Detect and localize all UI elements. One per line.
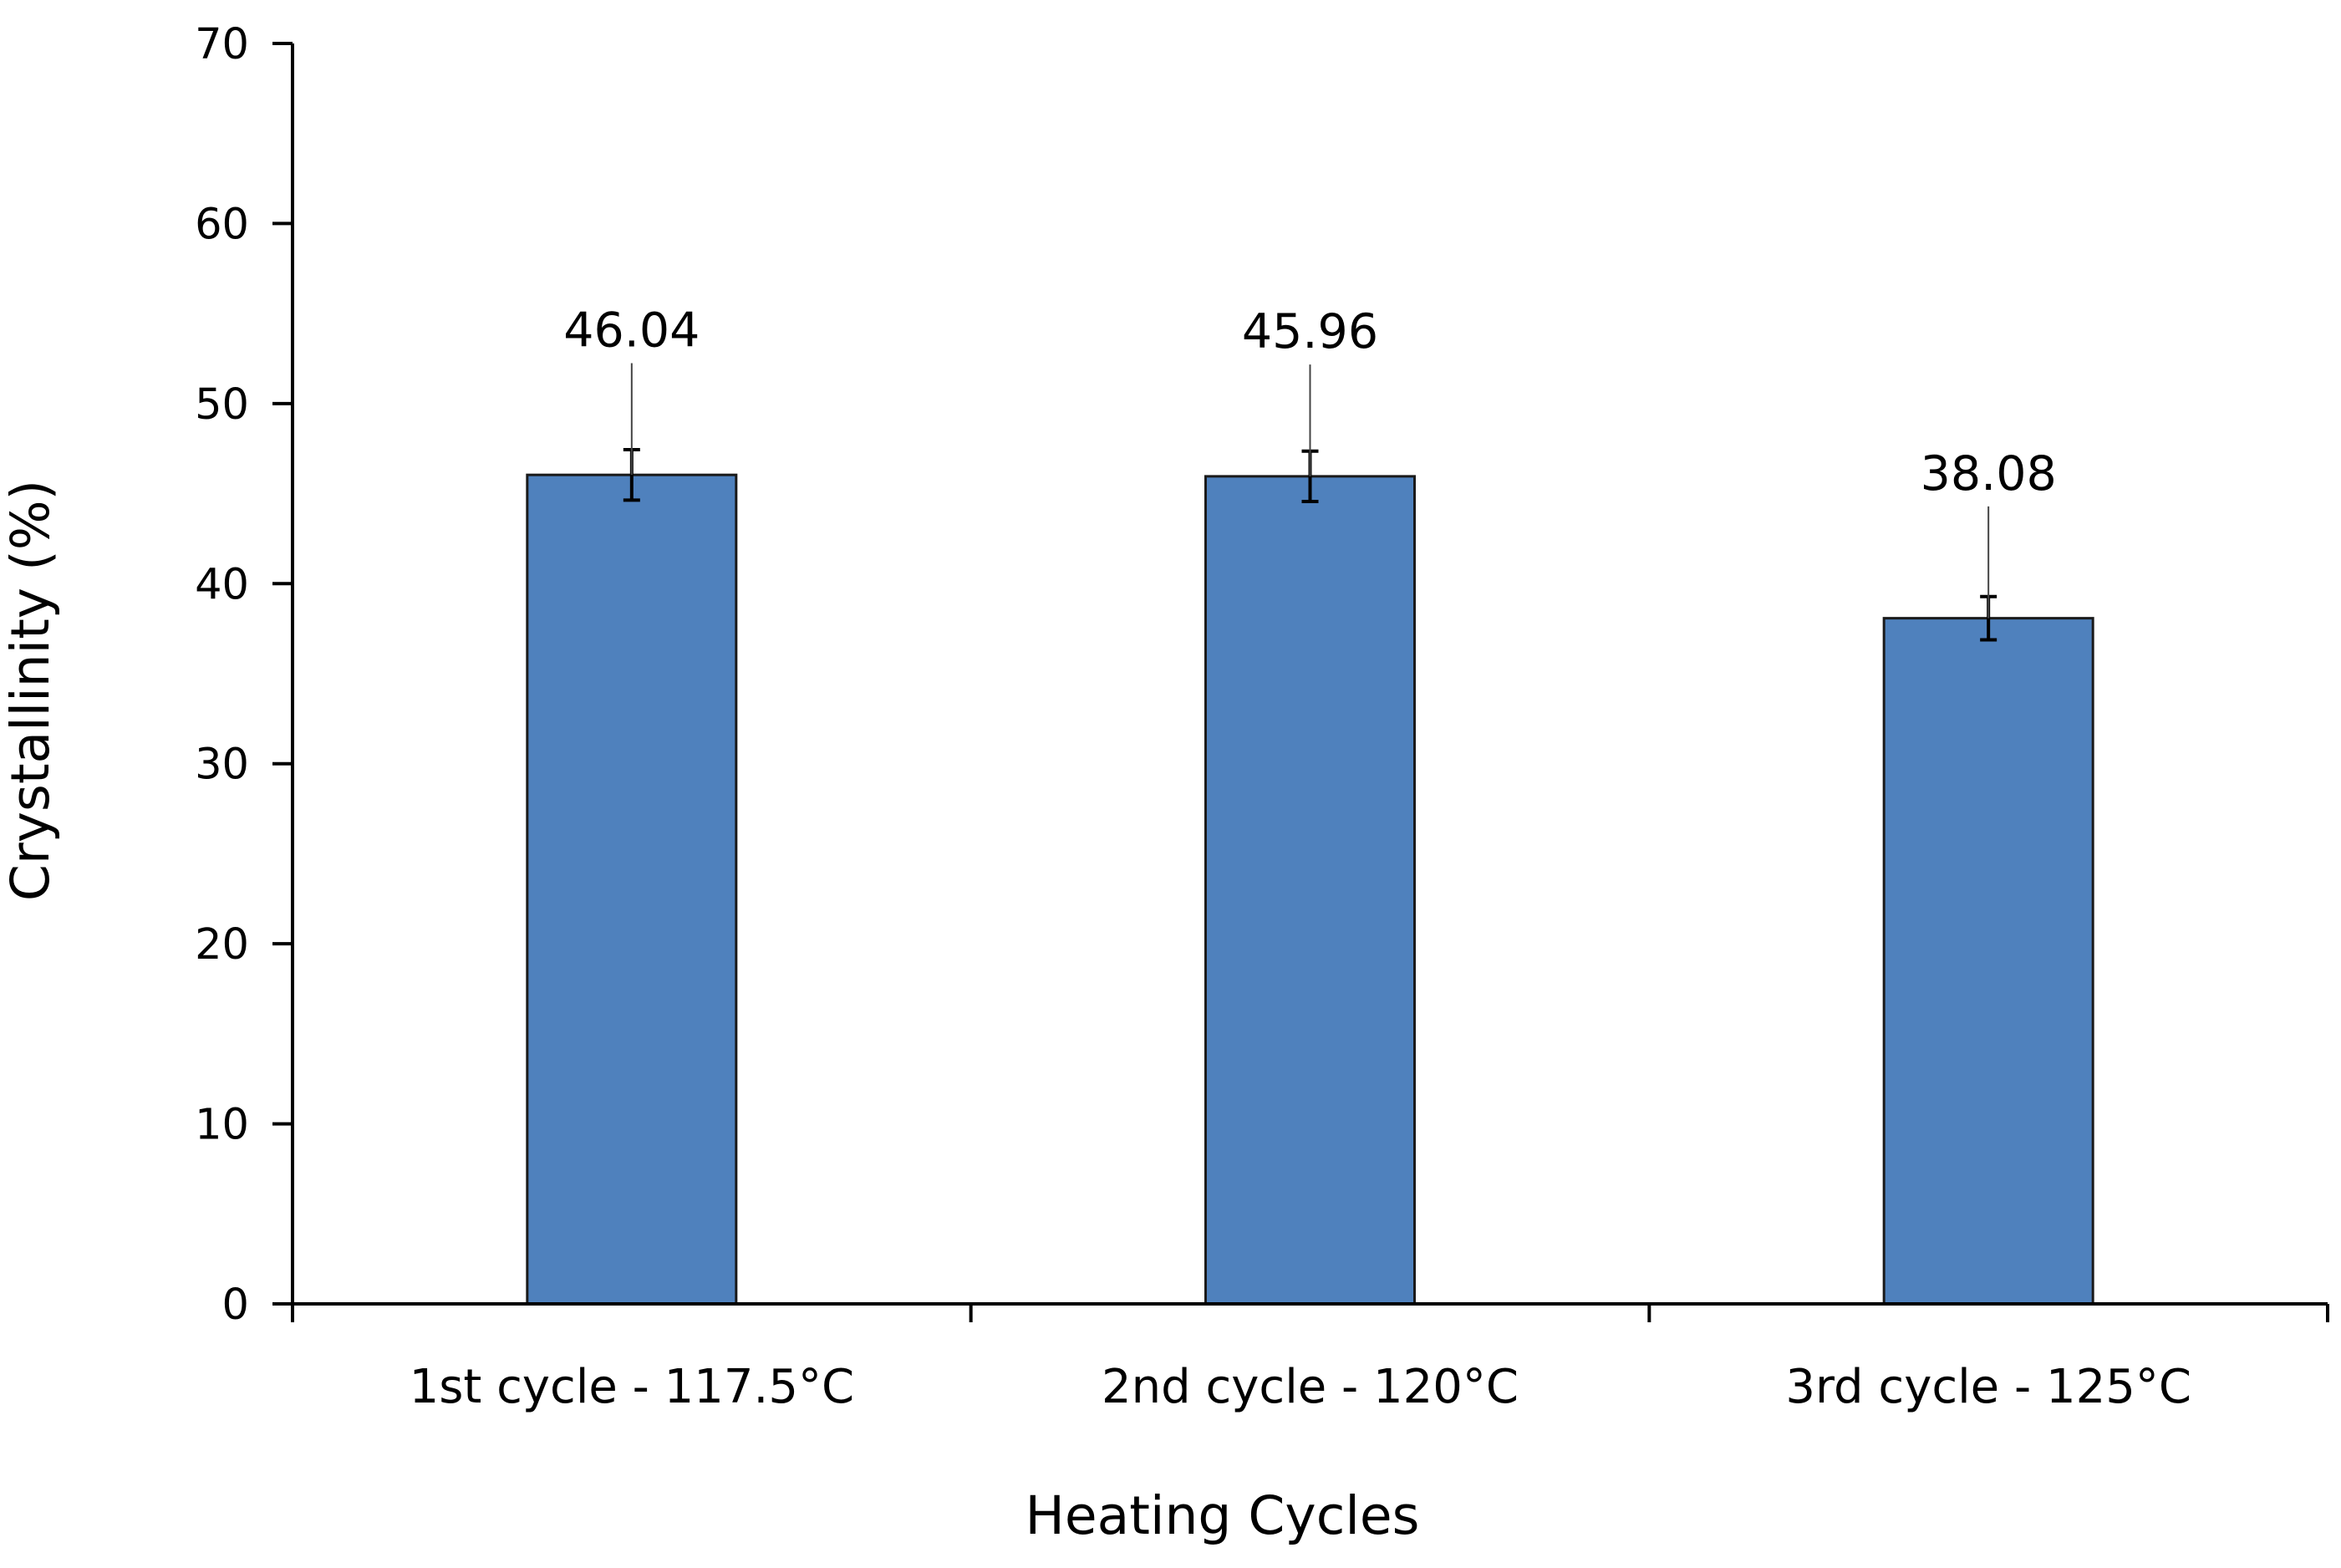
y-tick-label: 20	[195, 920, 249, 970]
x-tick-label: 3rd cycle - 125°C	[1785, 1360, 2191, 1414]
y-tick-label: 30	[195, 741, 249, 790]
data-labels: 46.04 45.96 38.08	[563, 303, 2057, 501]
data-label: 38.08	[1921, 446, 2057, 501]
data-label-leaders	[630, 363, 1990, 619]
y-tick-label: 10	[195, 1101, 249, 1150]
x-tick-label: 1st cycle - 117.5°C	[410, 1360, 855, 1414]
y-tick-label: 70	[195, 20, 249, 69]
bars	[526, 473, 2094, 1306]
data-label: 46.04	[563, 303, 700, 358]
y-tick-label: 60	[195, 200, 249, 249]
y-tick-label: 0	[222, 1280, 249, 1330]
x-tick-label: 2nd cycle - 120°C	[1102, 1360, 1519, 1414]
bar	[1204, 475, 1416, 1306]
x-axis-title: Heating Cycles	[1025, 1485, 1420, 1546]
bar	[1882, 617, 2094, 1306]
y-tick-label: 50	[195, 380, 249, 430]
x-axis: 1st cycle - 117.5°C 2nd cycle - 120°C 3rd …	[291, 1304, 2329, 1414]
y-axis-title: Crystallinity (%)	[0, 480, 61, 901]
bar	[526, 473, 738, 1306]
y-axis: 0 10 20 30 40 50 60 70	[195, 20, 293, 1330]
y-tick-label: 40	[195, 560, 249, 609]
data-label: 45.96	[1242, 304, 1378, 359]
